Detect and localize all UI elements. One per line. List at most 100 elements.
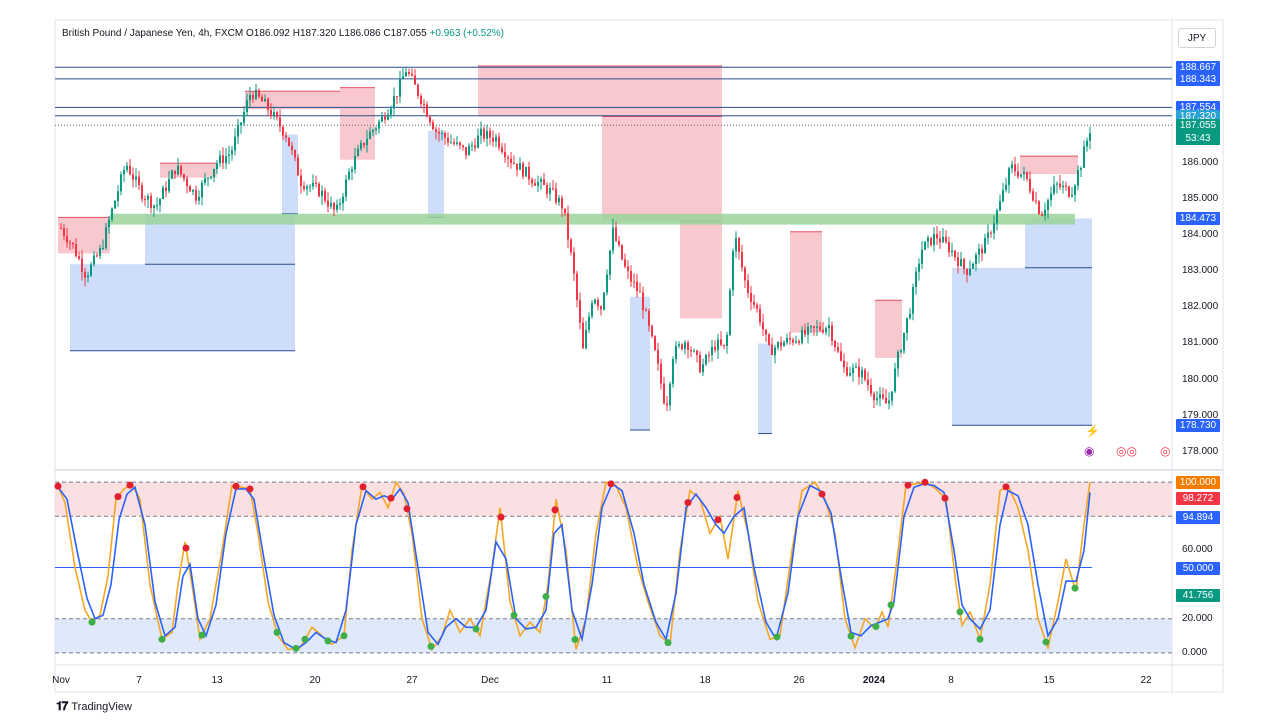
candle-body (987, 232, 989, 238)
time-tick-label: 18 (699, 675, 711, 686)
candle-body (741, 251, 743, 268)
candle-body (792, 339, 794, 343)
buy-signal-dot (472, 625, 480, 633)
candle-body (984, 237, 986, 254)
candle-body (981, 248, 983, 254)
osc-value-tag[interactable]: 98.272 (1176, 492, 1220, 506)
candle-body (429, 116, 431, 123)
earnings-icon[interactable]: ◎◎ (1116, 444, 1137, 458)
support-band (110, 213, 1075, 225)
price-tag[interactable]: 188.343 (1176, 72, 1220, 86)
price-tag[interactable]: 53:43 (1176, 132, 1220, 146)
candle-body (324, 190, 326, 201)
candle-body (396, 96, 398, 98)
candle-body (354, 156, 356, 170)
tradingview-brand[interactable]: 𝟏𝟕 TradingView (56, 699, 132, 714)
candle-body (552, 188, 554, 190)
candle-body (870, 385, 872, 394)
candle-body (498, 136, 500, 148)
candle-body (588, 316, 590, 330)
candle-body (1044, 210, 1046, 216)
candle-body (876, 398, 878, 401)
candle-body (663, 383, 665, 404)
candle-body (534, 183, 536, 186)
candle-body (954, 250, 956, 258)
candle-body (294, 150, 296, 158)
candle-body (558, 198, 560, 203)
candle-body (423, 104, 425, 106)
candle-body (594, 299, 596, 304)
candle-body (255, 89, 257, 99)
sell-signal-dot (941, 494, 949, 502)
candle-body (456, 142, 458, 144)
candle-body (678, 344, 680, 346)
candle-body (735, 238, 737, 252)
candle-body (219, 155, 221, 164)
candle-body (447, 137, 449, 143)
candle-body (648, 310, 650, 326)
candle-body (210, 176, 212, 179)
time-tick-label: 8 (948, 675, 954, 686)
currency-button[interactable]: JPY (1178, 28, 1216, 48)
lightning-icon[interactable]: ⚡ (1085, 424, 1100, 438)
osc-value-tag[interactable]: 100.000 (1176, 476, 1220, 490)
candle-body (609, 250, 611, 275)
candle-body (636, 281, 638, 292)
candle-body (921, 249, 923, 264)
candle-body (75, 244, 77, 257)
supply-zone (478, 66, 722, 117)
candle-body (759, 308, 761, 323)
candle-body (81, 258, 83, 272)
candle-body (282, 126, 284, 136)
candle-body (216, 163, 218, 170)
candle-body (723, 344, 725, 347)
candle-body (201, 182, 203, 198)
candle-body (264, 98, 266, 102)
candle-body (1056, 183, 1058, 185)
candle-body (408, 72, 410, 74)
tradingview-logo-icon: 𝟏𝟕 (56, 699, 68, 713)
candle-body (729, 290, 731, 335)
price-tag[interactable]: 184.473 (1176, 212, 1220, 226)
osc-value-tag[interactable]: 41.756 (1176, 588, 1220, 602)
price-tick-label: 179.000 (1182, 409, 1219, 421)
candle-body (612, 227, 614, 251)
dividend-icon[interactable]: ◎ (1160, 444, 1171, 458)
candle-body (1068, 186, 1070, 197)
candle-body (522, 163, 524, 177)
candle-body (1020, 174, 1022, 177)
price-tag[interactable]: 187.055 (1176, 119, 1220, 133)
sell-signal-dot (54, 482, 62, 490)
candle-body (84, 271, 86, 278)
osc-value-tag[interactable]: 50.000 (1176, 561, 1220, 575)
price-tag[interactable]: 188.667 (1176, 61, 1220, 75)
brand-label: TradingView (71, 700, 132, 713)
candle-body (108, 219, 110, 227)
candle-body (822, 329, 824, 333)
candle-body (789, 337, 791, 340)
time-tick-label: 11 (601, 675, 613, 686)
candle-body (900, 350, 902, 353)
candle-body (1032, 191, 1034, 201)
candle-body (504, 151, 506, 158)
candle-body (372, 130, 374, 132)
osc-value-tag[interactable]: 94.894 (1176, 510, 1220, 524)
candle-body (105, 226, 107, 248)
candle-body (183, 174, 185, 179)
candle-body (261, 96, 263, 102)
candle-body (1035, 200, 1037, 202)
buy-signal-dot (292, 644, 300, 652)
candle-body (360, 142, 362, 149)
candle-body (1041, 213, 1043, 216)
candle-body (756, 304, 758, 309)
candle-body (138, 176, 140, 186)
candle-body (147, 195, 149, 200)
calendar-event-icon[interactable]: ◉ (1084, 444, 1095, 458)
candle-body (582, 322, 584, 349)
time-tick-label: 22 (1140, 675, 1152, 686)
candle-body (1023, 172, 1025, 175)
supply-zone (602, 116, 722, 221)
candle-body (795, 341, 797, 343)
price-tag[interactable]: 178.730 (1176, 419, 1220, 433)
